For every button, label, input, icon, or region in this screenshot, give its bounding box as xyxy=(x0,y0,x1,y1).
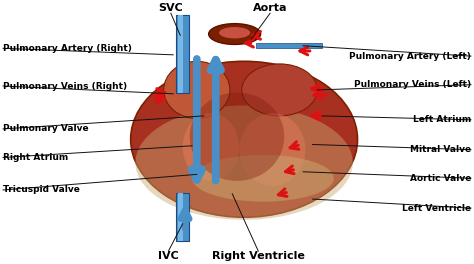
Ellipse shape xyxy=(242,64,318,116)
Ellipse shape xyxy=(209,24,261,44)
Text: IVC: IVC xyxy=(158,251,179,261)
Text: Aortic Valve: Aortic Valve xyxy=(410,174,471,183)
Ellipse shape xyxy=(164,61,230,119)
Text: Mitral Valve: Mitral Valve xyxy=(410,145,471,154)
Ellipse shape xyxy=(136,106,353,220)
Ellipse shape xyxy=(182,113,239,181)
Ellipse shape xyxy=(131,61,357,217)
Ellipse shape xyxy=(192,155,334,202)
Bar xyxy=(256,43,322,48)
Text: Pulmonary Artery (Left): Pulmonary Artery (Left) xyxy=(349,52,471,61)
Bar xyxy=(178,15,182,92)
Text: Left Atrium: Left Atrium xyxy=(413,115,471,124)
Text: Pulmonary Veins (Left): Pulmonary Veins (Left) xyxy=(354,80,471,89)
Text: Tricuspid Valve: Tricuspid Valve xyxy=(3,186,80,195)
Bar xyxy=(175,192,189,241)
Text: Pulmonary Valve: Pulmonary Valve xyxy=(3,124,89,133)
Text: Right Ventricle: Right Ventricle xyxy=(212,251,305,261)
Text: Right Atrium: Right Atrium xyxy=(3,153,68,162)
Ellipse shape xyxy=(190,92,284,181)
Bar xyxy=(178,192,182,241)
Text: Aorta: Aorta xyxy=(253,3,287,13)
Ellipse shape xyxy=(219,27,250,39)
Text: Pulmonary Veins (Right): Pulmonary Veins (Right) xyxy=(3,82,127,91)
Text: SVC: SVC xyxy=(158,3,183,13)
Text: Pulmonary Artery (Right): Pulmonary Artery (Right) xyxy=(3,44,132,53)
Text: Left Ventricle: Left Ventricle xyxy=(402,204,471,213)
Bar xyxy=(175,15,189,92)
Ellipse shape xyxy=(239,113,306,186)
